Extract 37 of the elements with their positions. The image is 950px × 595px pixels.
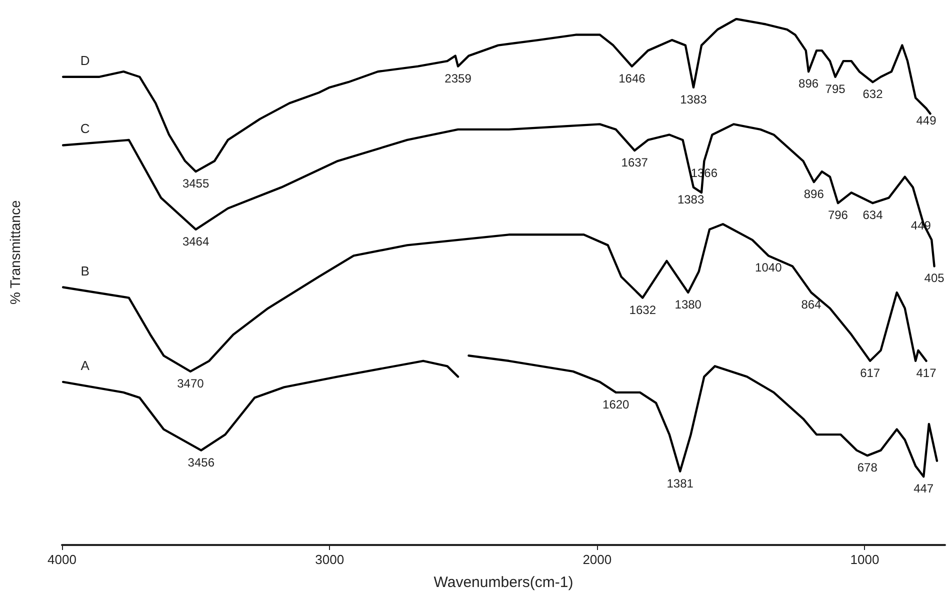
x-axis-title: Wavenumbers(cm-1) — [434, 574, 574, 591]
annotation: 617 — [860, 366, 880, 380]
y-axis-title: % Transmittance — [7, 200, 23, 305]
annotation: 1383 — [680, 92, 708, 106]
annotation: 632 — [862, 87, 884, 102]
series-label: D — [80, 52, 90, 68]
annotation: 1632 — [629, 302, 656, 317]
annotation: 1620 — [602, 397, 630, 412]
annotation: 896 — [798, 76, 819, 91]
annotation: 864 — [801, 298, 822, 312]
x-tick-label: 2000 — [582, 552, 612, 567]
annotation: 896 — [804, 187, 824, 202]
annotation: 3455 — [182, 176, 210, 191]
annotation: 2359 — [444, 71, 472, 86]
annotation: 3464 — [182, 234, 210, 248]
annotation: 1381 — [666, 476, 694, 490]
annotation: 678 — [857, 460, 878, 475]
x-tick-label: 1000 — [850, 552, 880, 567]
annotation: 1040 — [755, 260, 782, 275]
annotation: 795 — [825, 82, 846, 96]
annotation: 1637 — [621, 156, 648, 170]
series-label: C — [80, 121, 90, 136]
x-tick-label: 3000 — [315, 552, 344, 567]
annotation: 634 — [862, 208, 884, 222]
series-label: B — [80, 263, 90, 278]
x-tick-label: 4000 — [48, 552, 76, 567]
annotation: 1383 — [677, 192, 704, 206]
annotation: 1380 — [674, 298, 702, 312]
annotation: 3456 — [188, 455, 215, 470]
annotation: 3470 — [177, 376, 204, 390]
annotation: 796 — [828, 208, 848, 222]
annotation: 417 — [916, 366, 937, 380]
annotation: 405 — [924, 271, 945, 286]
annotation: 447 — [914, 482, 934, 496]
annotation: 449 — [916, 113, 937, 128]
annotation: 1646 — [618, 71, 646, 86]
series-label: A — [80, 358, 90, 373]
